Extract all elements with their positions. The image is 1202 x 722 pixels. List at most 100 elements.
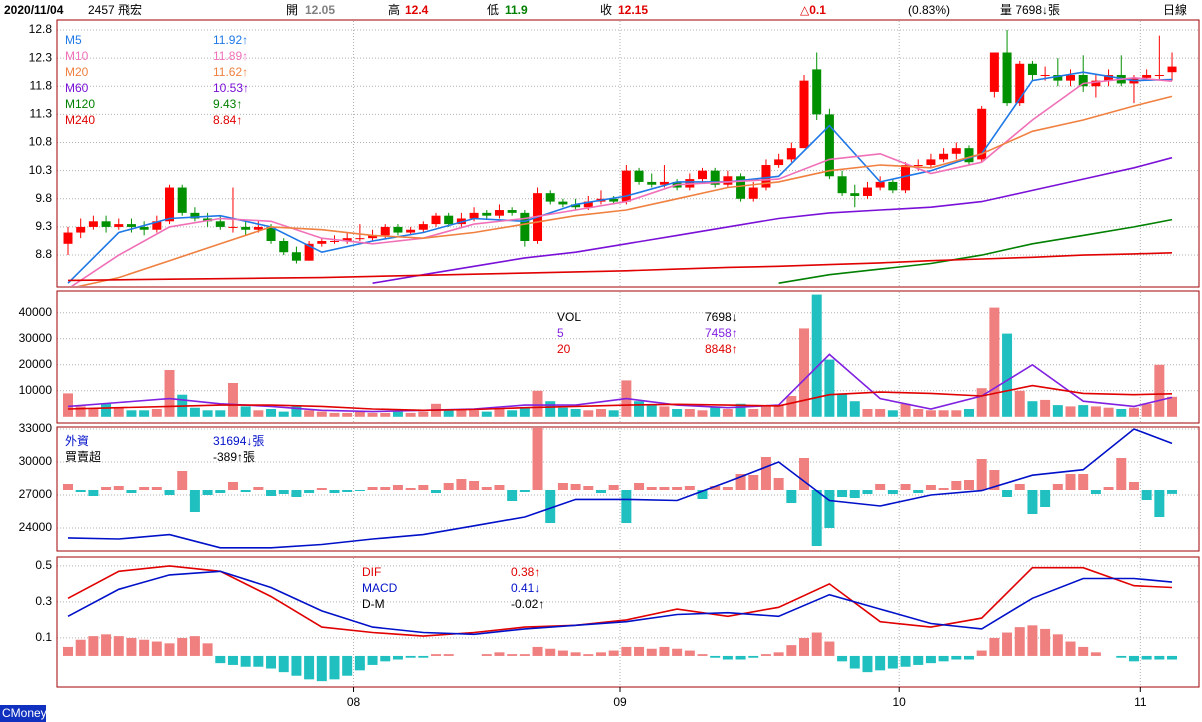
- bar: [1065, 474, 1076, 490]
- bar: [367, 412, 378, 417]
- bar: [405, 412, 416, 417]
- bar: [227, 383, 238, 417]
- y-tick-label: 9.3: [35, 219, 52, 233]
- candle-body: [177, 187, 187, 213]
- candle-body: [1154, 75, 1164, 77]
- candle-body: [1091, 80, 1101, 87]
- bar: [659, 646, 670, 656]
- bar: [1040, 399, 1051, 417]
- y-tick-label: 0.5: [35, 558, 52, 572]
- bar: [494, 409, 505, 417]
- line-series: [70, 76, 1173, 286]
- bar: [925, 655, 936, 664]
- bar: [925, 485, 936, 490]
- bar: [887, 655, 898, 669]
- bar: [1116, 409, 1127, 417]
- bar: [481, 411, 492, 417]
- bar: [266, 490, 277, 496]
- candle-body: [558, 201, 568, 205]
- bar: [278, 411, 289, 417]
- legend-name: DIF: [362, 565, 381, 579]
- bar: [634, 401, 645, 417]
- candle-body: [1040, 75, 1050, 77]
- y-tick-label: 9.8: [35, 191, 52, 205]
- bar: [215, 490, 226, 493]
- bar: [989, 637, 1000, 656]
- bar: [697, 490, 708, 499]
- stock: 2457 飛宏: [88, 2, 142, 17]
- bar: [519, 490, 530, 492]
- bar: [963, 655, 974, 660]
- panel-frame: [56, 426, 1200, 552]
- legend-name: M20: [65, 65, 89, 79]
- panel: [57, 558, 1200, 686]
- candle-body: [304, 243, 314, 261]
- bar: [1065, 641, 1076, 656]
- candle-body: [507, 210, 517, 213]
- bar: [1027, 490, 1038, 514]
- bar: [418, 485, 429, 490]
- bar: [595, 490, 606, 493]
- bar: [951, 410, 962, 417]
- candle-body: [329, 240, 339, 242]
- bar: [164, 490, 175, 495]
- candle-body: [647, 181, 657, 185]
- candle-body: [862, 187, 872, 196]
- bar: [151, 641, 162, 656]
- bar: [519, 407, 530, 417]
- high-label: 高: [388, 2, 400, 17]
- bar: [913, 409, 924, 417]
- bar: [672, 409, 683, 417]
- bar: [799, 637, 810, 656]
- bar: [126, 490, 137, 493]
- bar: [329, 490, 340, 493]
- candle-body: [355, 238, 365, 240]
- legend-value: 7458↑: [705, 326, 738, 340]
- bar: [684, 409, 695, 417]
- bar: [215, 655, 226, 664]
- candle-body: [710, 170, 720, 185]
- bar: [494, 652, 505, 656]
- bar: [329, 655, 340, 680]
- bar: [672, 487, 683, 490]
- candle-body: [837, 176, 847, 194]
- bar: [634, 646, 645, 656]
- legend-value: 7698↓: [705, 310, 738, 324]
- bar: [342, 490, 353, 492]
- bar: [799, 328, 810, 417]
- bar: [1128, 482, 1139, 490]
- bar: [227, 482, 238, 490]
- bar: [380, 412, 391, 417]
- bar: [266, 409, 277, 417]
- candle-body: [1066, 75, 1076, 81]
- legend-value: 8.84↑: [213, 113, 242, 127]
- candle-body: [812, 69, 822, 115]
- bar: [976, 650, 987, 656]
- candle-body: [939, 153, 949, 160]
- high-value: 12.4: [405, 3, 429, 17]
- bar: [583, 410, 594, 417]
- bar: [253, 487, 264, 490]
- bar: [316, 411, 327, 417]
- bar: [354, 411, 365, 417]
- bar: [1002, 632, 1013, 656]
- x-tick-label: 11: [1134, 695, 1147, 709]
- bar: [1027, 401, 1038, 417]
- legend-name: 買賣超: [65, 449, 101, 464]
- bar: [418, 655, 429, 658]
- line-series: [67, 384, 1173, 412]
- close-label: 收: [600, 3, 612, 17]
- bar: [443, 409, 454, 417]
- candle-body: [850, 193, 860, 196]
- legend-value: 11.62↑: [213, 65, 248, 79]
- low-value: 11.9: [505, 3, 528, 17]
- bar: [1167, 655, 1178, 660]
- bar: [431, 490, 442, 493]
- bar: [494, 485, 505, 490]
- bar: [786, 396, 797, 417]
- panel-frame: [56, 556, 1200, 688]
- bar: [659, 487, 670, 490]
- bar: [849, 655, 860, 669]
- bar: [1078, 474, 1089, 490]
